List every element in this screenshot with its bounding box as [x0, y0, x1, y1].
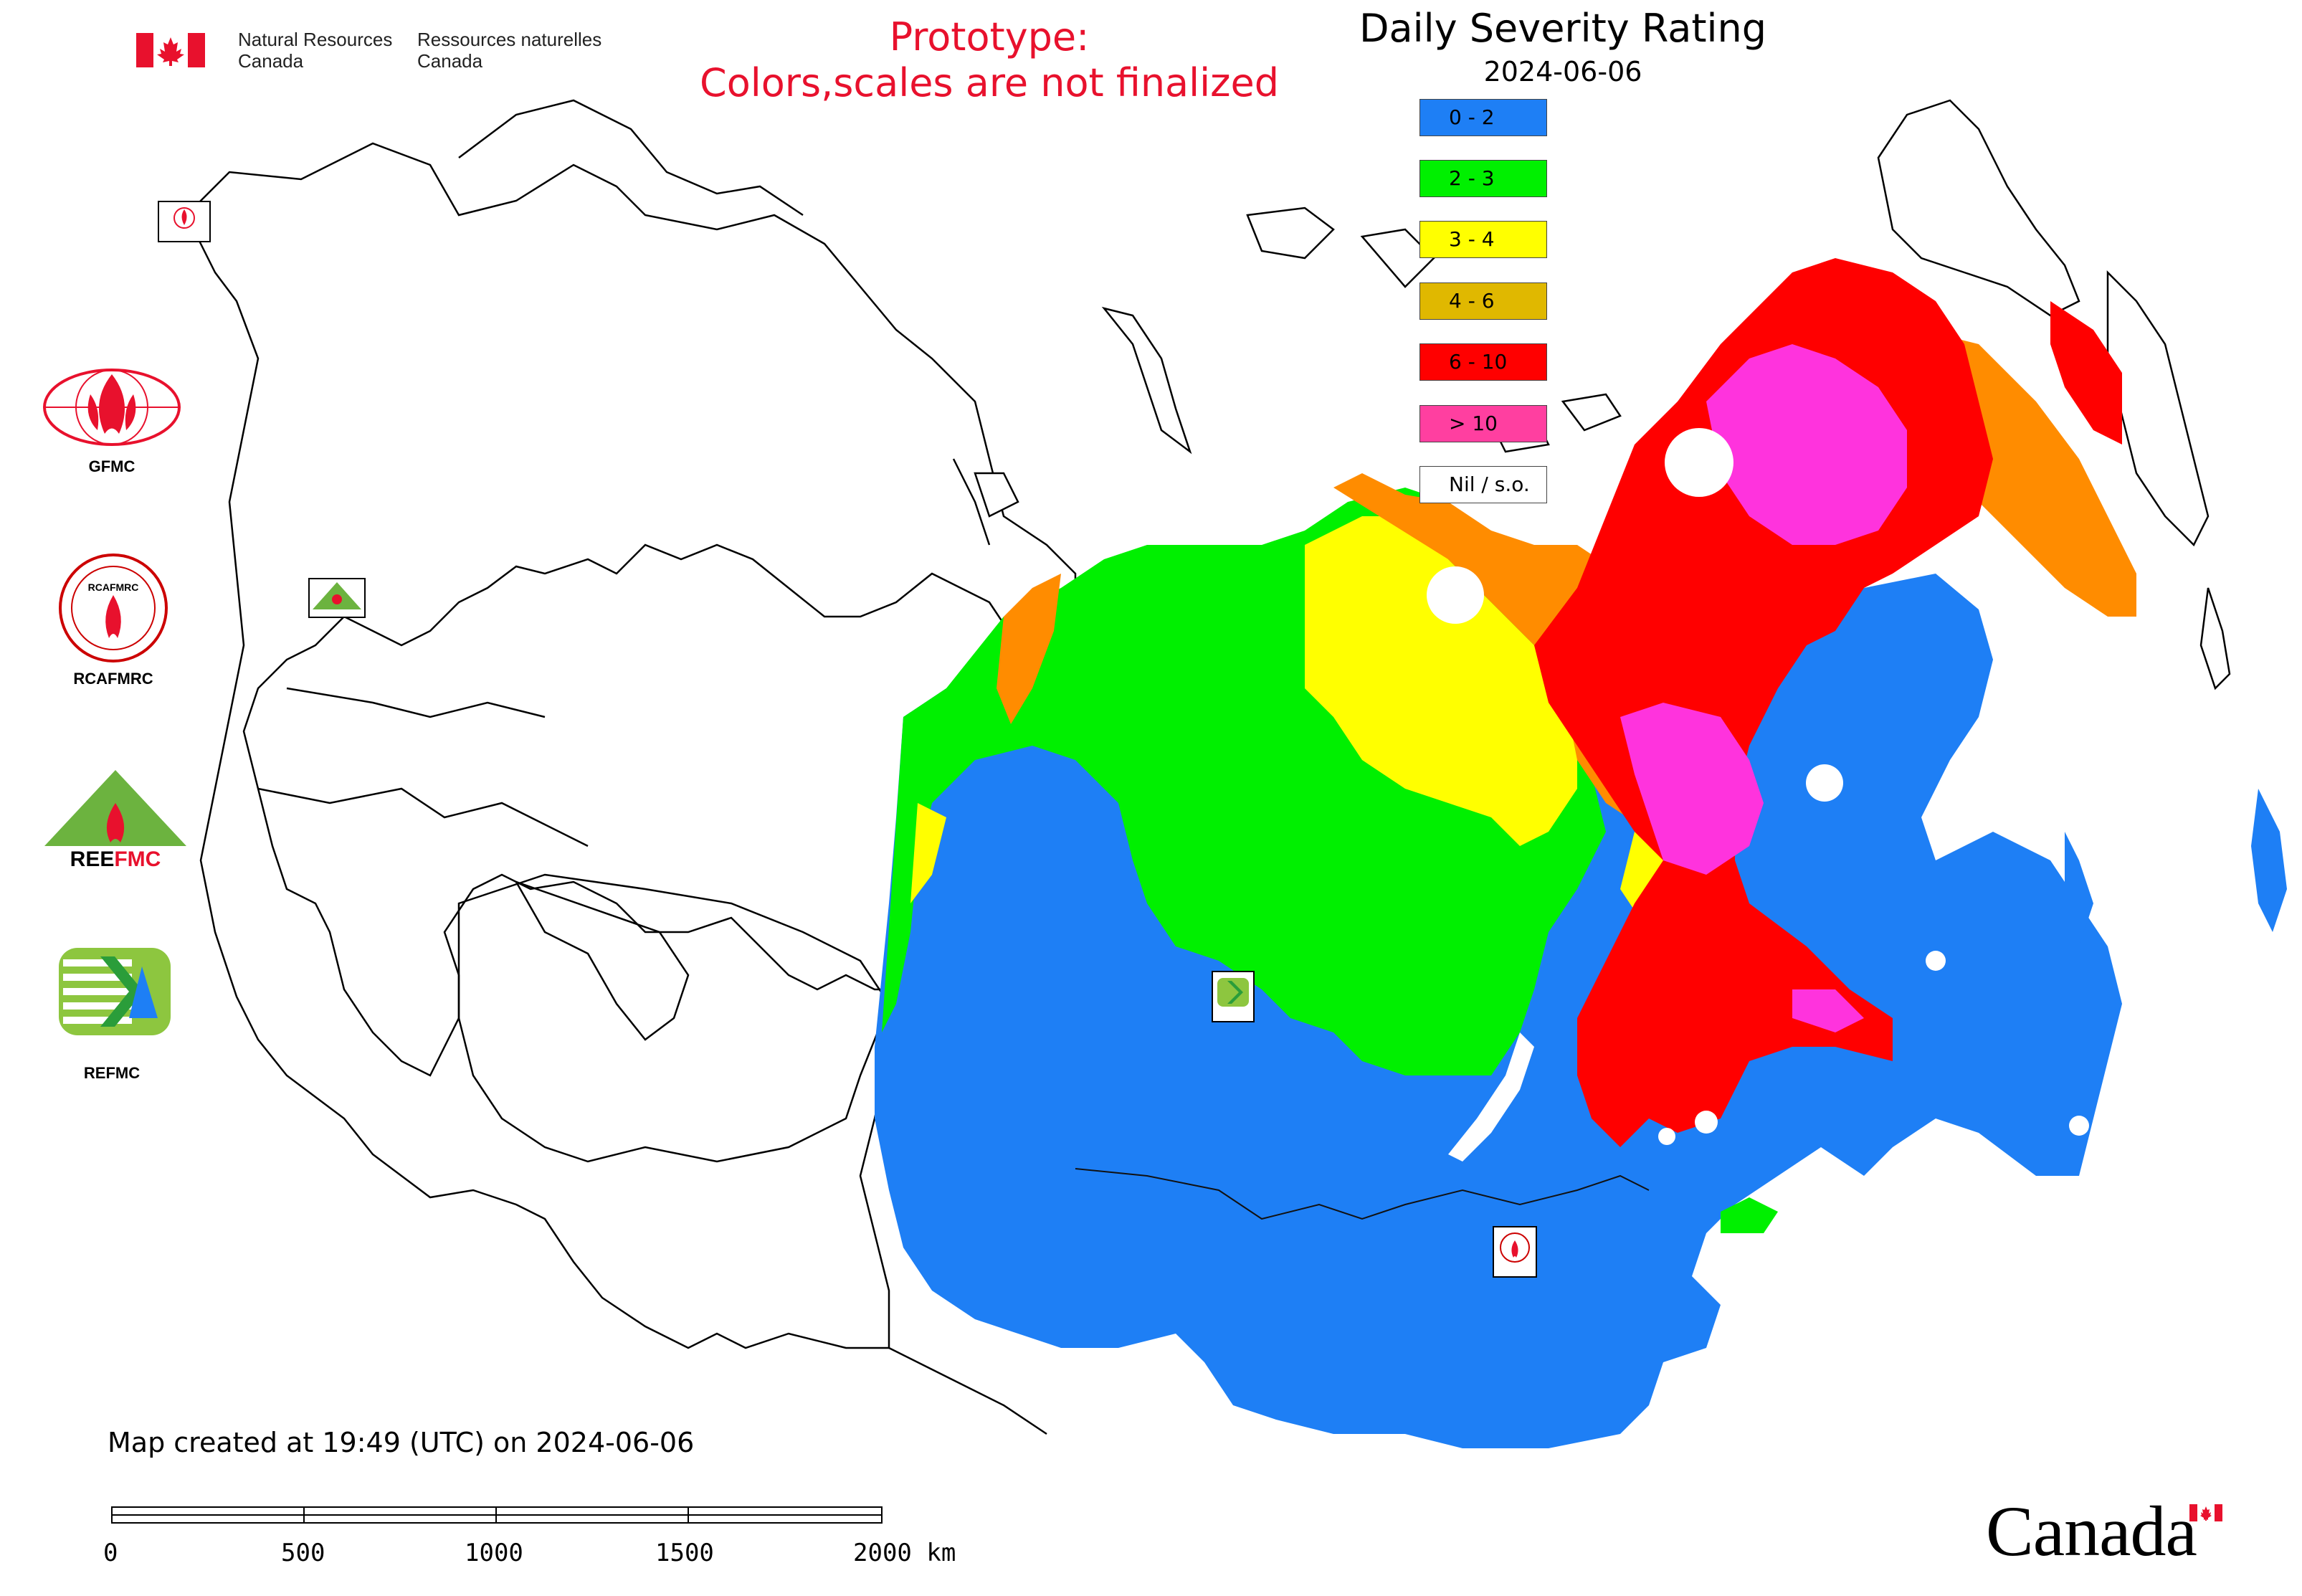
legend-item: 0 - 2 — [1419, 99, 1547, 136]
prototype-line1: Prototype: — [889, 14, 1090, 60]
scale-label-1500: 1500 — [655, 1539, 714, 1567]
legend-date: 2024-06-06 — [1483, 56, 1642, 87]
agency-fr-line1: Ressources naturelles — [417, 29, 602, 50]
nrcan-signature: Natural Resources Canada Ressources natu… — [136, 27, 602, 77]
rcafmrc-logo-icon: RCAFMRC — [59, 554, 168, 662]
legend-title: Daily Severity Rating — [1359, 6, 1767, 51]
reefmc-logo-icon: REEFMC — [42, 770, 189, 871]
gfmc-caption: GFMC — [88, 457, 135, 475]
scale-bar — [111, 1506, 883, 1524]
scale-label-1000: 1000 — [465, 1539, 523, 1567]
agency-en-line2: Canada — [238, 50, 304, 72]
legend-item: 3 - 4 — [1419, 221, 1547, 258]
legend-item: 2 - 3 — [1419, 160, 1547, 197]
rcafmrc-map-marker-icon — [1493, 1226, 1537, 1278]
legend-item: 6 - 10 — [1419, 343, 1547, 381]
scale-label-2000: 2000 km — [853, 1539, 956, 1567]
rcafmrc-caption: RCAFMRC — [73, 670, 153, 688]
canada-wordmark-flag-icon — [2189, 1504, 2222, 1521]
scale-label-0: 0 — [103, 1539, 118, 1567]
svg-text:RCAFMRC: RCAFMRC — [88, 581, 139, 593]
refmc-map-marker-icon — [1212, 971, 1255, 1022]
severity-overlay — [875, 258, 2287, 1448]
agency-fr-line2: Canada — [417, 50, 483, 72]
gfmc-logo-icon — [43, 369, 181, 446]
legend-item: > 10 — [1419, 405, 1547, 442]
prototype-line2: Colors,scales are not finalized — [700, 60, 1279, 105]
canada-flag-icon — [136, 33, 205, 67]
canada-wordmark: Canada — [1986, 1491, 2197, 1571]
scale-label-500: 500 — [281, 1539, 325, 1567]
region-extreme-severity — [1706, 344, 1907, 545]
region-yellow-severity — [1305, 516, 1577, 846]
reefmc-map-marker-icon — [308, 578, 366, 618]
gfmc-map-marker-icon — [158, 201, 211, 242]
refmc-logo-icon — [59, 948, 171, 1035]
legend-item: Nil / s.o. — [1419, 466, 1547, 503]
country-outlines — [185, 99, 2231, 1435]
legend-item: 4 - 6 — [1419, 282, 1547, 320]
refmc-caption: REFMC — [83, 1064, 141, 1082]
prototype-notice: Prototype: Colors,scales are not finaliz… — [624, 14, 1355, 106]
svg-text:REEFMC: REEFMC — [70, 847, 161, 871]
map-created-note: Map created at 19:49 (UTC) on 2024-06-06 — [108, 1427, 695, 1458]
agency-en-line1: Natural Resources — [238, 29, 393, 50]
